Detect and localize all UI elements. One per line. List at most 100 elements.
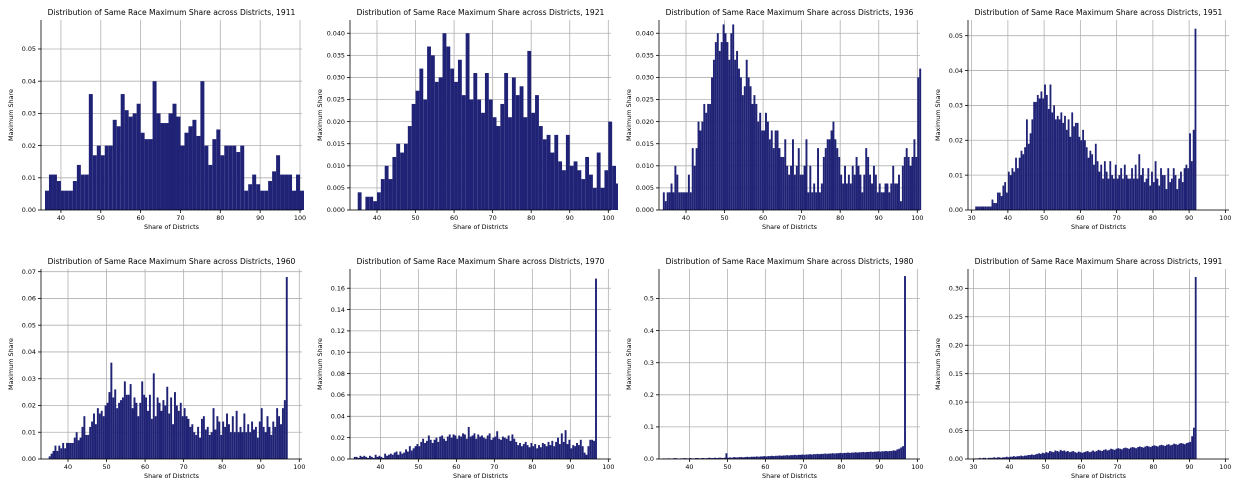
- histogram-bar: [467, 426, 470, 459]
- histogram-bar: [262, 426, 265, 459]
- histogram-bar: [1086, 451, 1089, 459]
- histogram-bar: [1194, 28, 1197, 211]
- histogram-bar: [543, 444, 546, 459]
- bar-series: [973, 276, 1197, 459]
- histogram-bar: [431, 442, 434, 459]
- histogram-bar: [403, 452, 406, 459]
- histogram-bar: [861, 192, 864, 210]
- histogram-bar: [212, 408, 215, 459]
- histogram-bar: [818, 192, 821, 210]
- histogram-bar: [1164, 445, 1166, 459]
- histogram-bar: [1045, 452, 1048, 459]
- histogram-bar: [120, 400, 122, 459]
- histogram-bar: [1014, 456, 1017, 459]
- histogram-bar: [886, 451, 889, 459]
- histogram-bar: [419, 68, 424, 211]
- histogram-bar: [536, 448, 539, 459]
- histogram-bar: [454, 435, 457, 459]
- histogram-bar: [1004, 457, 1006, 459]
- y-tick-label: 0.00: [22, 455, 36, 463]
- histogram-bar: [395, 451, 398, 459]
- gridlines: [659, 269, 920, 460]
- histogram-bar: [256, 184, 261, 210]
- histogram-bar: [355, 456, 358, 459]
- histogram-bar: [1128, 448, 1130, 459]
- histogram-bar: [896, 183, 899, 210]
- histogram-bar: [1009, 175, 1012, 210]
- histogram-bar: [700, 458, 703, 459]
- histogram-bar: [1167, 444, 1170, 459]
- histogram-bar: [403, 143, 408, 210]
- histogram-bar: [1113, 178, 1115, 210]
- histogram-bar: [919, 68, 922, 211]
- y-tick-label: 0.06: [22, 295, 36, 303]
- histogram-bar: [826, 139, 829, 210]
- histogram-bar: [573, 161, 578, 210]
- histogram-bar: [1018, 157, 1021, 210]
- histogram-bar: [903, 156, 906, 210]
- histogram-bar: [425, 440, 428, 459]
- y-tick-label: 0.025: [636, 96, 654, 104]
- histogram-bar: [104, 145, 109, 210]
- histogram-bar: [1091, 154, 1094, 210]
- histogram-bar: [1131, 168, 1133, 210]
- histogram-bar: [1125, 175, 1128, 210]
- x-tick-label: 30: [968, 214, 976, 222]
- histogram-bar: [1029, 455, 1031, 459]
- histogram-bar: [1185, 164, 1188, 210]
- histogram-bar: [168, 113, 173, 210]
- histogram-bar: [583, 452, 586, 459]
- histogram-bar: [814, 454, 817, 459]
- histogram-bar: [856, 452, 859, 459]
- histogram-bar: [1121, 449, 1123, 459]
- histogram-chart: 40 50 60 70 80 90 100 0.0 0.1 0.2 0.3 0.4 0.5 Distrib…: [625, 257, 923, 480]
- histogram-bar: [753, 95, 756, 210]
- histogram-bar: [496, 431, 499, 459]
- histogram-bar: [148, 394, 151, 459]
- histogram-bar: [703, 103, 706, 210]
- histogram-bar: [786, 165, 789, 210]
- y-tick-label: 0.08: [331, 370, 345, 378]
- histogram-bar: [1174, 175, 1177, 210]
- histogram-bar: [229, 432, 232, 459]
- histogram-bar: [457, 59, 462, 210]
- histogram-bar: [1165, 189, 1168, 210]
- histogram-bar: [260, 190, 265, 210]
- histogram-bar: [587, 446, 590, 459]
- histogram-bar: [296, 174, 301, 210]
- histogram-bar: [1038, 453, 1040, 459]
- gridlines: [350, 269, 611, 460]
- histogram-bar: [766, 121, 769, 210]
- histogram-bar: [899, 201, 902, 210]
- histogram-bar: [448, 434, 451, 459]
- histogram-bar: [450, 68, 455, 211]
- histogram-bar: [44, 190, 49, 210]
- histogram-bar: [867, 451, 870, 459]
- histogram-bar: [1023, 455, 1026, 459]
- histogram-bar: [538, 126, 543, 210]
- y-tick-label: 0.10: [331, 348, 345, 356]
- x-tick-label: 90: [1185, 214, 1193, 222]
- histogram-bar: [873, 451, 876, 459]
- chart-title: Distribution of Same Race Maximum Share …: [666, 257, 914, 266]
- histogram-bar: [854, 452, 857, 459]
- histogram-bar: [481, 435, 483, 459]
- histogram-bar: [542, 139, 547, 210]
- histogram-bar: [1173, 443, 1175, 459]
- histogram-bar: [901, 165, 904, 210]
- histogram-bar: [200, 81, 205, 211]
- x-axis-label: Share of Districts: [1071, 472, 1127, 480]
- histogram-bar: [591, 439, 594, 459]
- histogram-bar: [380, 456, 383, 459]
- y-tick-label: 0.02: [949, 136, 963, 144]
- y-tick-label: 0.5: [644, 295, 654, 303]
- histogram-bar: [740, 457, 743, 459]
- histogram-bar: [1055, 119, 1057, 210]
- histogram-bar: [682, 192, 685, 210]
- histogram-bar: [909, 165, 912, 210]
- histogram-bar: [892, 450, 895, 459]
- histogram-bar: [753, 456, 756, 459]
- histogram-bar: [855, 156, 858, 210]
- histogram-bar: [152, 81, 157, 211]
- y-tick-label: 0.3: [644, 359, 654, 367]
